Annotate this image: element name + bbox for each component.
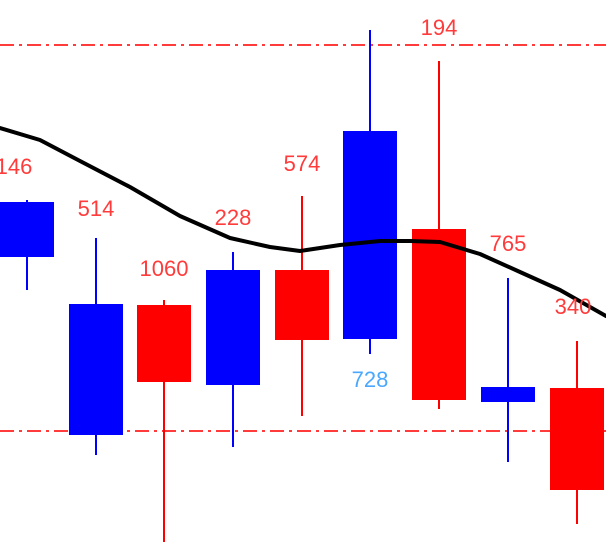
candle-body-8 [481,387,535,402]
candle-label-6: 728 [352,367,389,392]
candle-label-4: 228 [215,205,252,230]
candle-body-6 [343,131,397,339]
candle-label-3: 1060 [140,256,189,281]
moving-average-line [0,126,606,318]
candle-body-2 [69,304,123,435]
candle-body-9 [550,388,604,490]
candle-label-1: 146 [0,154,32,179]
candle-label-2: 514 [78,196,115,221]
candle-body-4 [206,270,260,385]
candle-body-5 [275,270,329,340]
candle-body-1 [0,202,54,257]
candle-body-7 [412,229,466,400]
candle-label-8: 765 [490,231,527,256]
candle-label-5: 574 [284,151,321,176]
candle-label-9: 340 [555,294,592,319]
candle-label-7: 194 [421,15,458,40]
candle-body-3 [137,305,191,382]
